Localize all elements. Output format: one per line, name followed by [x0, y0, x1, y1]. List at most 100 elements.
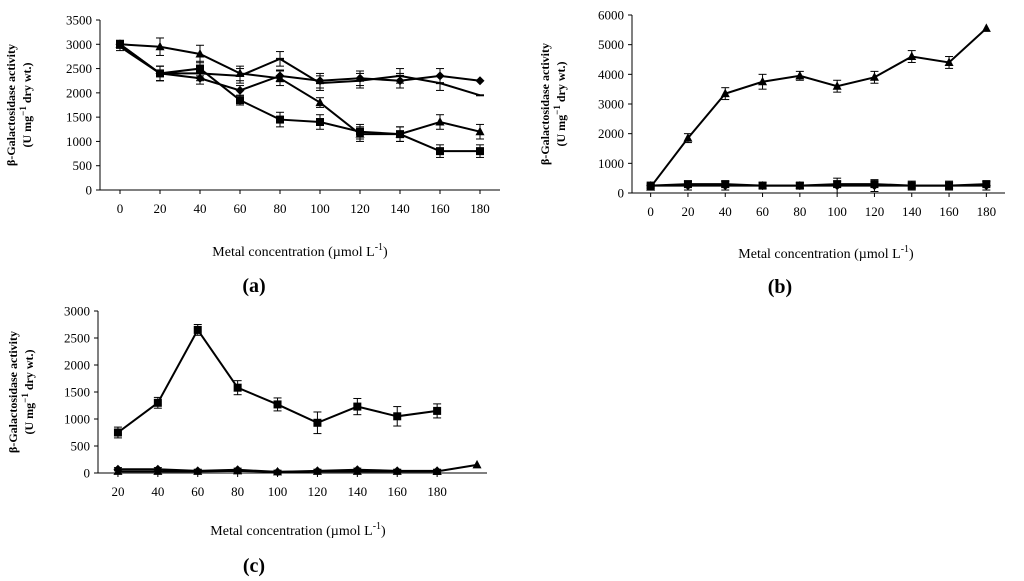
series-4	[116, 42, 484, 97]
data-point	[116, 45, 124, 48]
series-line	[649, 27, 988, 188]
data-point	[720, 181, 730, 191]
y-tick-label: 500	[71, 439, 91, 454]
y-tick-label: 1500	[66, 110, 92, 125]
data-point	[276, 115, 284, 124]
y-tick-label: 1500	[64, 385, 90, 400]
x-tick-label: 60	[756, 204, 769, 219]
data-point	[436, 147, 444, 156]
series-line	[119, 43, 481, 92]
data-point	[233, 465, 243, 475]
x-tick-label: 120	[350, 201, 370, 216]
data-point	[233, 383, 242, 392]
data-point	[193, 466, 203, 475]
data-point	[236, 96, 244, 105]
panel-label: (b)	[768, 276, 792, 298]
y-tick-label: 500	[73, 158, 93, 173]
y-axis-label: β-Galactosidase activity (U mg−1 dry wt.)	[4, 44, 34, 166]
panel-label: (a)	[242, 275, 265, 297]
x-tick-label: 180	[977, 204, 997, 219]
y-axis-label: β-Galactosidase activity (U mg−1 dry wt.)	[538, 43, 568, 165]
x-tick-label: 80	[793, 204, 806, 219]
data-point	[316, 82, 324, 85]
x-tick-label: 120	[308, 484, 328, 499]
x-tick-label: 20	[111, 484, 124, 499]
data-point	[832, 181, 842, 191]
data-point	[153, 466, 163, 475]
x-tick-label: 160	[387, 484, 407, 499]
x-tick-label: 180	[470, 201, 490, 216]
data-point	[315, 97, 325, 107]
series-3	[115, 37, 485, 142]
y-axis-label: β-Galactosidase activity (U mg−1 dry wt.)	[6, 331, 36, 453]
y-tick-label: 1000	[64, 412, 90, 427]
y-tick-label: 0	[86, 183, 93, 198]
data-point	[396, 74, 404, 77]
data-point	[393, 412, 402, 421]
data-point	[312, 466, 322, 475]
series-line	[119, 45, 481, 97]
y-tick-label: 4000	[598, 67, 624, 82]
data-point	[395, 129, 405, 138]
x-axis-label: Metal concentration (µmol L-1)	[210, 521, 386, 539]
x-tick-label: 100	[268, 484, 288, 499]
data-point	[944, 57, 954, 66]
data-point	[432, 466, 442, 475]
x-tick-label: 120	[865, 204, 885, 219]
data-point	[273, 400, 282, 409]
y-tick-label: 0	[618, 186, 625, 201]
data-point	[795, 70, 805, 80]
y-tick-label: 3000	[64, 304, 90, 319]
y-tick-label: 1000	[598, 156, 624, 171]
data-point	[683, 181, 693, 191]
data-point	[869, 181, 879, 191]
x-axis-label: Metal concentration (µmol L-1)	[212, 242, 388, 260]
data-point	[472, 459, 482, 469]
data-point	[195, 49, 205, 58]
x-axis-label: Metal concentration (µmol L-1)	[738, 244, 914, 262]
data-point	[156, 72, 164, 75]
y-tick-label: 2000	[598, 126, 624, 141]
data-point	[944, 181, 954, 191]
y-axis-label-line2: (U mg−1 dry wt.)	[18, 63, 34, 148]
x-tick-label: 100	[310, 201, 330, 216]
y-axis-label-line1: β-Galactosidase activity	[538, 43, 552, 165]
x-tick-label: 140	[902, 204, 922, 219]
data-point	[276, 57, 284, 60]
y-tick-label: 2000	[66, 85, 92, 100]
chart-panel-2: 0 1000 2000 3000 4000 5000 6000 0 20 40 60 80 100 120…	[538, 8, 1005, 298]
data-point	[475, 126, 485, 136]
y-tick-label: 2500	[66, 61, 92, 76]
series-line	[117, 327, 438, 434]
y-tick-label: 3000	[66, 37, 92, 52]
data-point	[275, 73, 285, 82]
x-tick-label: 60	[234, 201, 247, 216]
data-point	[436, 82, 444, 85]
data-point	[981, 23, 991, 32]
data-point	[646, 181, 656, 191]
data-point	[356, 79, 364, 82]
x-tick-label: 140	[390, 201, 410, 216]
series-line	[436, 463, 478, 473]
data-point	[476, 94, 484, 97]
x-tick-label: 100	[827, 204, 847, 219]
y-tick-label: 6000	[598, 8, 624, 23]
series-line	[119, 43, 481, 136]
y-axis-label-line2: (U mg−1 dry wt.)	[20, 350, 36, 435]
data-point	[353, 402, 362, 411]
data-point	[193, 325, 202, 334]
data-point	[869, 72, 879, 81]
data-point	[392, 466, 402, 475]
x-tick-label: 80	[274, 201, 287, 216]
y-axis-label-line1: β-Galactosidase activity	[4, 44, 18, 166]
data-point	[720, 88, 730, 98]
data-point	[433, 406, 442, 415]
x-tick-label: 160	[430, 201, 450, 216]
series-4	[432, 459, 482, 475]
chart-panel-1: 0 500 1000 1500 2000 2500 3000 3500 0 20 40 60 80 100…	[4, 13, 500, 297]
data-point	[155, 41, 165, 51]
series-3	[646, 177, 991, 194]
data-point	[316, 118, 324, 126]
data-point	[907, 181, 917, 191]
panel-label: (c)	[243, 555, 265, 577]
